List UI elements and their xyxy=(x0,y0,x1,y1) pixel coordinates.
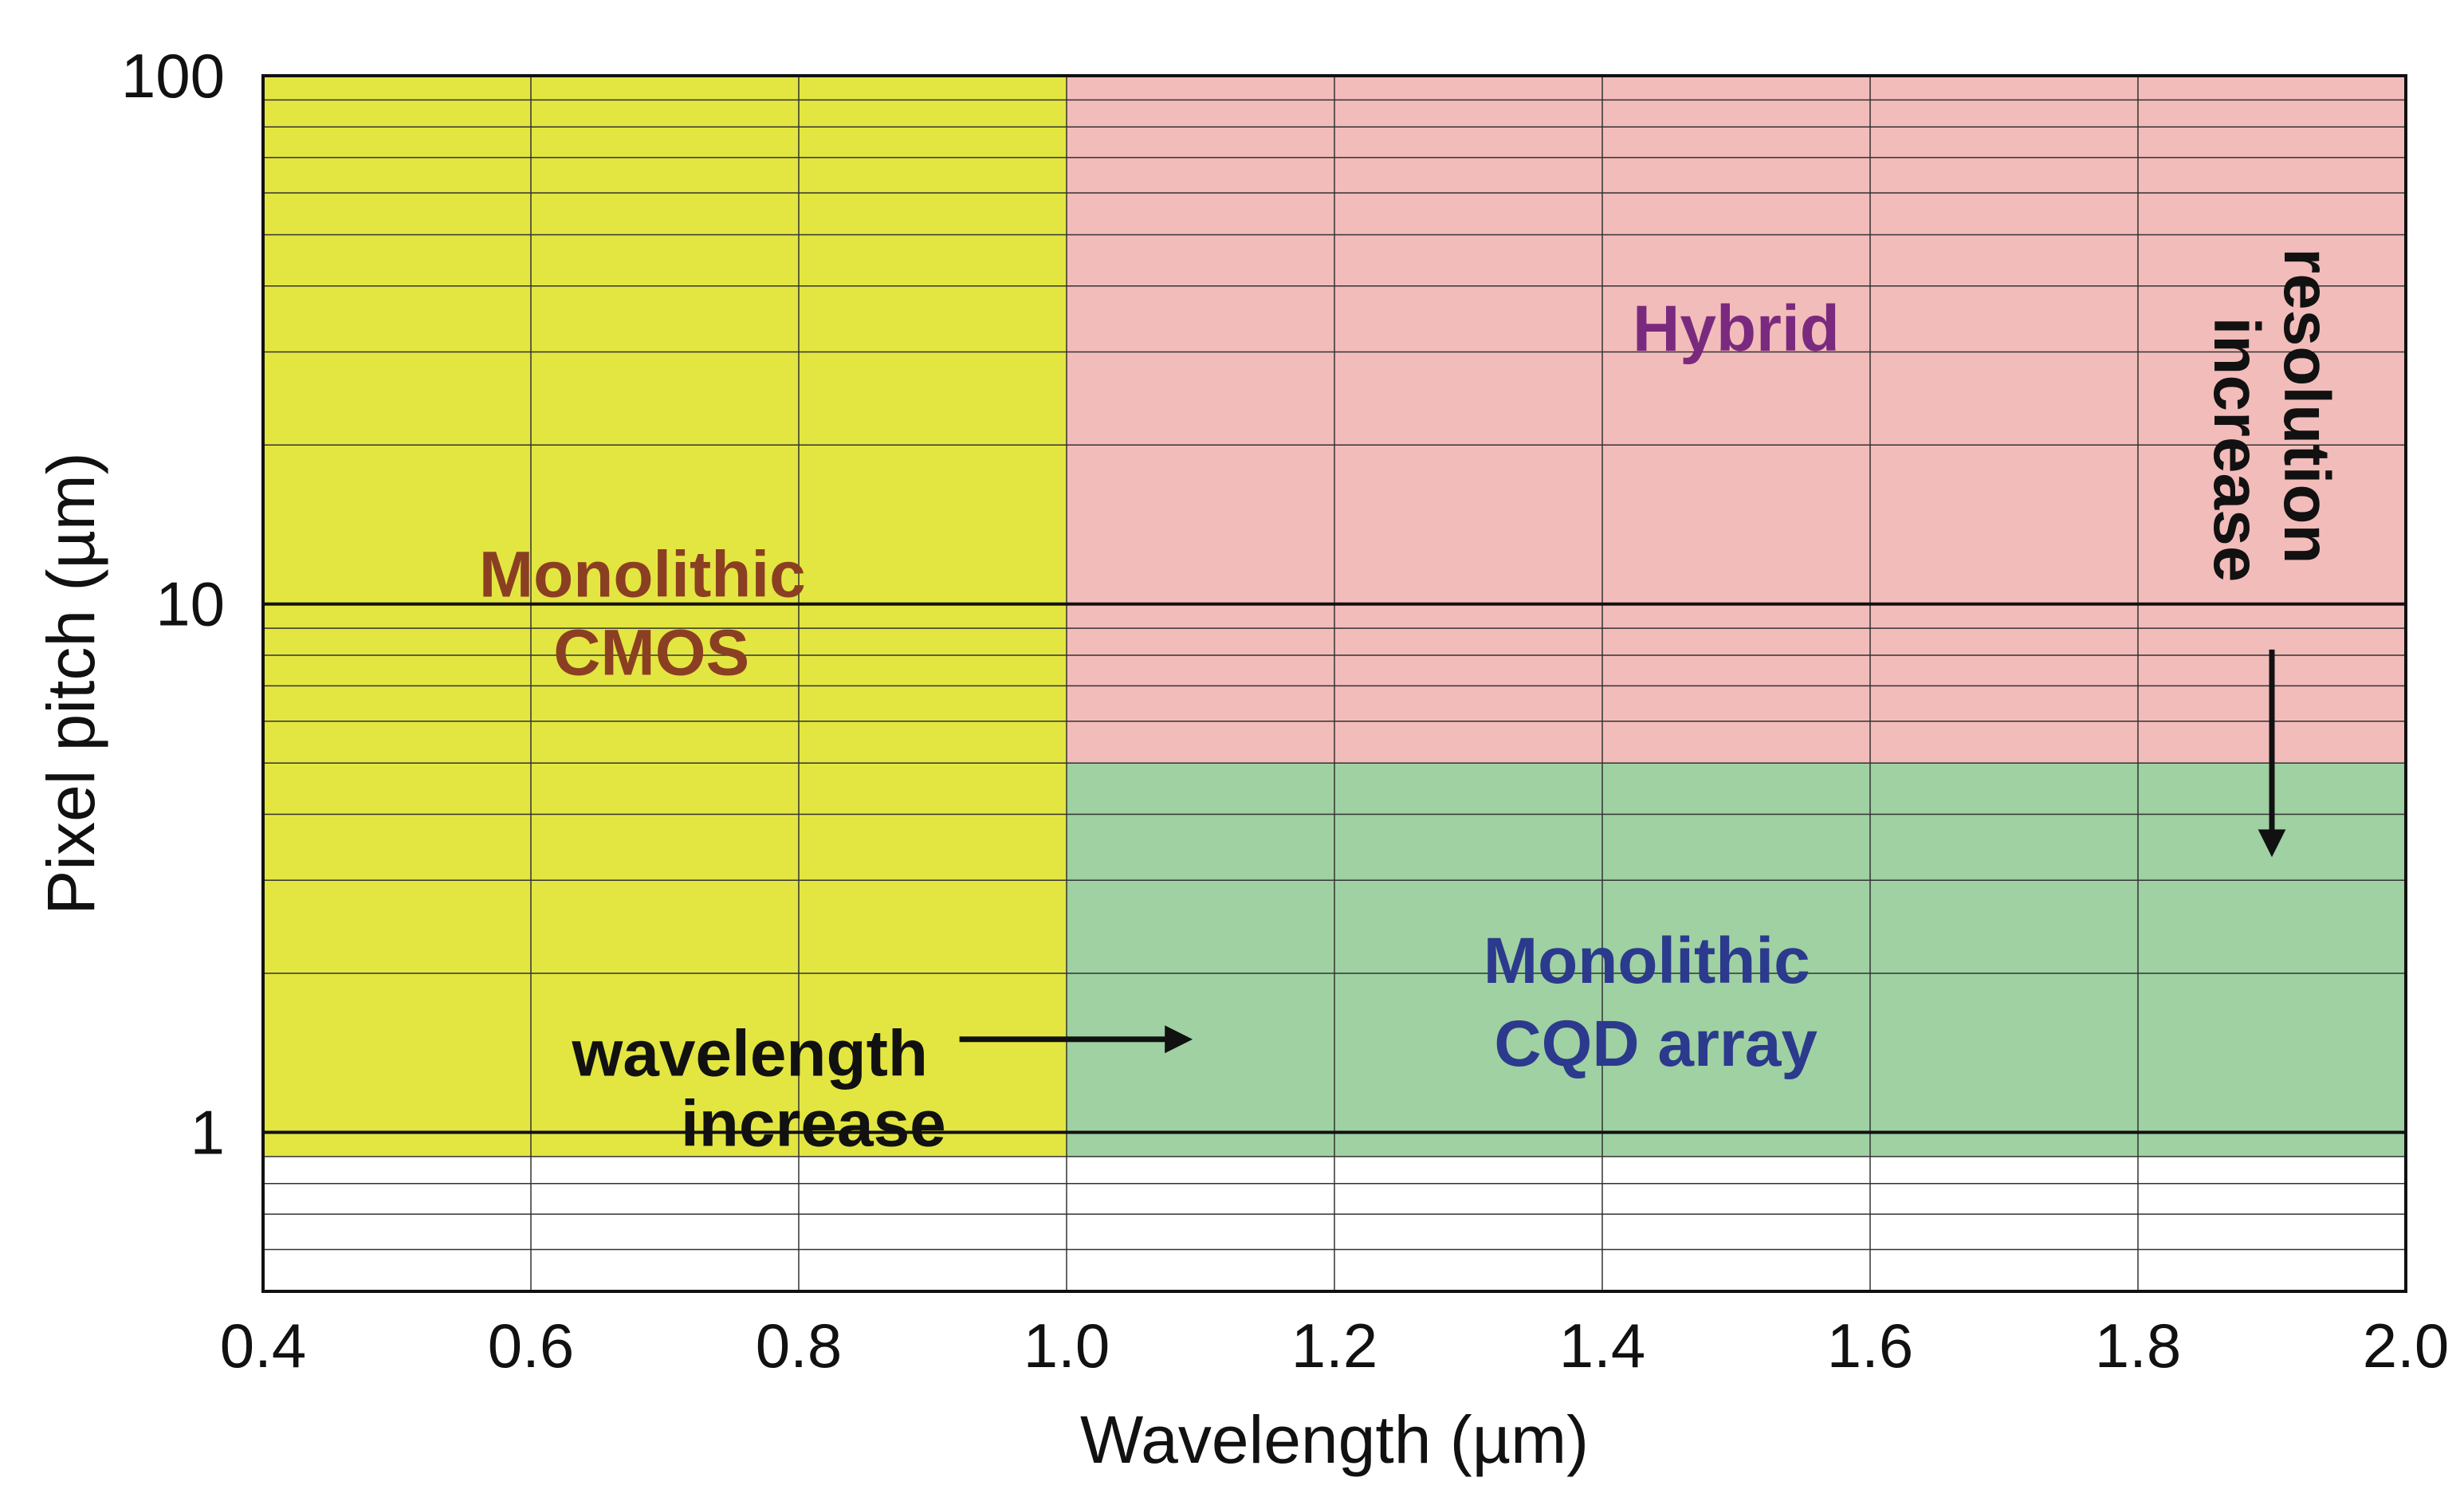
annotation-line: resolution xyxy=(2270,248,2343,564)
annotations: wavelength increase resolution increase xyxy=(571,248,2343,1160)
y-tick-labels: 1 10 100 xyxy=(121,41,225,1167)
x-tick-label: 1.2 xyxy=(1291,1310,1377,1381)
region-label-line: Monolithic xyxy=(479,539,806,611)
annotation-line: increase xyxy=(681,1088,946,1161)
region-labels: Monolithic CMOS Hybrid Monolithic CQD ar… xyxy=(479,293,1840,1080)
x-tick-label: 1.0 xyxy=(1024,1310,1110,1381)
annotation-line: wavelength xyxy=(571,1018,928,1090)
annotation-wavelength-increase: wavelength increase xyxy=(571,1018,945,1161)
annotation-line: increase xyxy=(2200,317,2273,583)
x-tick-label: 0.8 xyxy=(756,1310,842,1381)
y-axis-label: Pixel pitch (µm) xyxy=(33,452,108,915)
region-label-line: Monolithic xyxy=(1484,925,1810,997)
x-tick-label: 0.4 xyxy=(220,1310,306,1381)
x-tick-label: 1.4 xyxy=(1559,1310,1645,1381)
region-label-monolithic-cmos: Monolithic CMOS xyxy=(479,539,824,690)
region-label-hybrid: Hybrid xyxy=(1633,293,1840,365)
plot-frame xyxy=(261,74,2407,1293)
y-tick-label: 1 xyxy=(191,1097,225,1167)
y-tick-label: 100 xyxy=(121,41,225,111)
x-tick-label: 2.0 xyxy=(2363,1310,2449,1381)
region-label-monolithic-cqd: Monolithic CQD array xyxy=(1484,925,1829,1080)
x-tick-label: 0.6 xyxy=(488,1310,574,1381)
region-hybrid xyxy=(1067,76,2406,764)
annotation-resolution-increase: resolution increase xyxy=(2200,248,2343,582)
x-tick-label: 1.8 xyxy=(2095,1310,2181,1381)
region-monolithic-cmos xyxy=(263,76,1067,1157)
grid-layer xyxy=(262,76,2407,1292)
x-axis-label: Wavelength (µm) xyxy=(1080,1402,1589,1477)
x-tick-label: 1.6 xyxy=(1827,1310,1913,1381)
region-label-line: Hybrid xyxy=(1633,293,1840,365)
region-label-line: CQD array xyxy=(1494,1008,1818,1080)
x-tick-labels: 0.4 0.6 0.8 1.0 1.2 1.4 1.6 1.8 2.0 xyxy=(220,1310,2449,1381)
regions-layer xyxy=(263,76,2406,1157)
region-label-line: CMOS xyxy=(553,617,749,690)
y-tick-label: 10 xyxy=(155,569,225,639)
region-monolithic-cqd xyxy=(1067,763,2406,1157)
